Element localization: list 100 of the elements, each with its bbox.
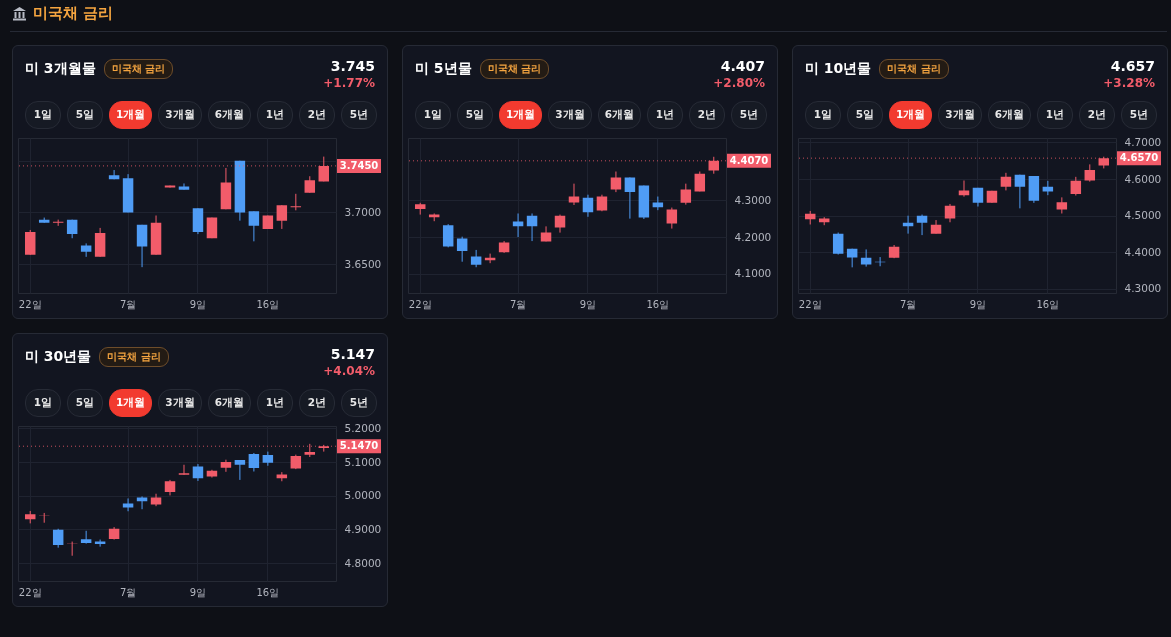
text: 1년: [646, 101, 683, 129]
candlestick: [610, 171, 622, 193]
text: 2년: [1078, 101, 1115, 129]
y-tick-label: 4.1000: [734, 267, 772, 280]
text: 6개월: [987, 101, 1031, 129]
text: 미국채 금리: [99, 347, 169, 367]
text: 미국채 금리: [33, 3, 114, 23]
y-tick-label: 4.2000: [734, 230, 772, 243]
y-tick-label: 4.9000: [344, 522, 382, 535]
x-tick-label: 22일: [18, 586, 42, 598]
text: 미국채 금리: [479, 59, 550, 79]
text: 미국채 금리: [103, 59, 174, 79]
x-tick-label: 7월: [509, 298, 527, 310]
x-tick-label: 9일: [189, 586, 207, 598]
y-tick-label: 3.7000: [344, 205, 382, 218]
text: 3개월: [938, 101, 982, 129]
text: 1일: [805, 101, 841, 129]
candlestick: [1070, 176, 1082, 197]
text: 1개월: [109, 101, 153, 129]
text: 1일: [25, 101, 61, 129]
candlestick: [832, 232, 844, 256]
y-tick-label: 3.6500: [344, 257, 382, 270]
text: 3.745: [329, 58, 375, 75]
text: 1개월: [109, 389, 153, 417]
text: 1일: [25, 389, 61, 417]
text: 미국채 금리: [879, 59, 949, 79]
text: 6개월: [597, 101, 641, 129]
candlestick: [192, 207, 204, 235]
x-tick-label: 22일: [798, 298, 822, 310]
text: 1일: [415, 101, 451, 129]
chart-title: 미 3개월물: [25, 60, 96, 78]
candlestick: [456, 236, 468, 263]
chart-title: 미 10년물: [805, 60, 872, 78]
candlestick: [178, 464, 190, 476]
candlestick: [652, 196, 664, 211]
x-tick-label: 22일: [408, 298, 432, 310]
text: 6개월: [207, 101, 251, 129]
candlestick: [916, 214, 928, 236]
text: 5년: [1120, 101, 1157, 129]
text: 3개월: [548, 101, 592, 129]
text: 5일: [67, 101, 103, 129]
text: 2년: [298, 101, 335, 129]
candlestick: [470, 249, 482, 268]
text: 5일: [457, 101, 493, 129]
text: 3개월: [158, 101, 202, 129]
ref-line-label: 5.1470: [339, 440, 379, 452]
text: 2년: [298, 389, 335, 417]
y-tick-label: 4.5000: [1124, 209, 1162, 222]
candlestick: [248, 452, 260, 472]
candlestick: [66, 541, 78, 557]
text: 1개월: [499, 101, 543, 129]
x-tick-label: 9일: [579, 298, 597, 310]
candlestick: [944, 203, 956, 223]
x-tick-label: 7월: [119, 298, 137, 310]
text: +2.80%: [713, 75, 765, 92]
ref-line-label: 3.7450: [339, 159, 379, 171]
x-tick-label: 9일: [189, 298, 207, 310]
y-tick-label: 4.7000: [1124, 135, 1162, 148]
y-tick-label: 4.6000: [1124, 172, 1162, 185]
candlestick: [80, 530, 92, 545]
text: 5년: [340, 389, 377, 417]
y-tick-label: 4.3000: [1124, 282, 1162, 295]
text: 1년: [256, 101, 293, 129]
chart-title: 미 5년물: [415, 60, 472, 78]
y-tick-label: 4.8000: [344, 556, 382, 569]
text: 1년: [256, 389, 293, 417]
text: 2년: [688, 101, 725, 129]
candlestick: [80, 242, 92, 258]
ref-line-label: 4.4070: [729, 154, 769, 166]
y-tick-label: 5.1000: [344, 455, 382, 468]
text: 5일: [847, 101, 883, 129]
text: +3.28%: [1103, 75, 1155, 92]
candlestick: [136, 495, 148, 510]
candlestick: [248, 210, 260, 242]
candlestick: [234, 459, 246, 481]
text: 5년: [730, 101, 767, 129]
text: 3개월: [158, 389, 202, 417]
candlestick: [958, 180, 970, 198]
text: 4.407: [719, 58, 765, 75]
text: 4.657: [1109, 58, 1155, 75]
x-tick-label: 9일: [969, 298, 987, 310]
candlestick: [24, 229, 36, 256]
x-tick-label: 16일: [646, 298, 670, 310]
candlestick: [122, 497, 134, 512]
candlestick: [220, 459, 232, 473]
text: 5년: [340, 101, 377, 129]
candlestick: [136, 224, 148, 268]
x-tick-label: 16일: [256, 586, 280, 598]
text: 5일: [67, 389, 103, 417]
candlestick: [666, 207, 678, 230]
candlestick: [108, 169, 120, 180]
x-tick-label: 7월: [899, 298, 917, 310]
candlestick: [94, 227, 106, 258]
text: +1.77%: [323, 75, 375, 92]
y-tick-label: 4.4000: [1124, 245, 1162, 258]
y-tick-label: 5.2000: [344, 421, 382, 434]
candlestick: [624, 176, 636, 220]
x-tick-label: 7월: [119, 586, 137, 598]
candlestick: [178, 182, 190, 191]
candlestick: [52, 528, 64, 549]
